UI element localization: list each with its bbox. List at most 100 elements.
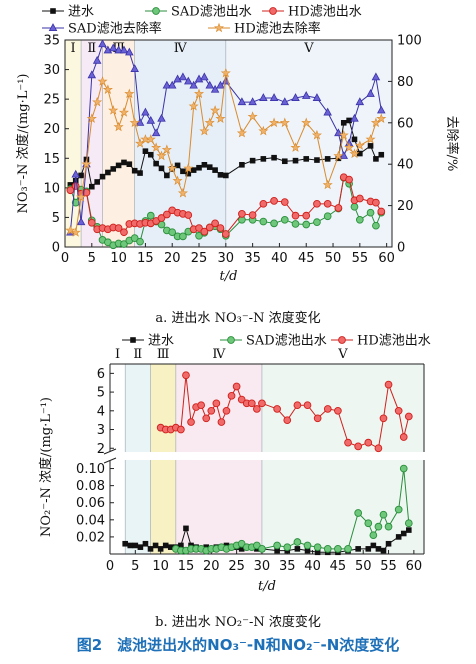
y-axis-label: NO₂⁻-N 浓度/(mg·L⁻¹) — [38, 397, 54, 537]
data-point — [147, 546, 154, 552]
data-point — [271, 154, 277, 161]
data-point — [258, 545, 266, 553]
legend-marker — [213, 22, 225, 33]
data-point — [120, 240, 128, 248]
legend-label: SAD滤池出水 — [246, 334, 327, 349]
data-point — [216, 224, 225, 232]
data-point — [290, 142, 301, 152]
x-tick-label: 0 — [106, 559, 114, 574]
data-point — [124, 88, 135, 99]
data-point — [376, 113, 387, 123]
data-point — [259, 93, 268, 101]
data-point — [137, 544, 144, 550]
data-point — [323, 199, 332, 208]
x-tick-label: 60 — [378, 251, 395, 266]
data-point — [345, 175, 353, 184]
data-point — [232, 382, 241, 391]
data-point — [196, 164, 202, 171]
data-point — [279, 117, 290, 128]
legend-label: SAD滤池出水 — [171, 5, 252, 20]
y-tick-label: 5 — [97, 386, 105, 401]
data-point — [97, 76, 108, 86]
data-point — [247, 399, 256, 408]
data-point — [259, 217, 268, 226]
data-point — [174, 162, 181, 169]
data-point — [217, 418, 226, 426]
data-point — [364, 438, 373, 447]
data-point — [375, 546, 382, 552]
data-point — [355, 194, 364, 203]
data-point — [145, 134, 156, 144]
data-point — [87, 218, 96, 227]
data-point — [365, 134, 376, 144]
data-point — [270, 219, 278, 228]
x-tick-label: 50 — [355, 559, 372, 574]
legend: 进水 SAD滤池出水 HD滤池出水 SAD滤池去除率 HD滤池去除率 — [42, 5, 362, 37]
x-tick-label: 10 — [110, 251, 127, 266]
data-point — [215, 113, 226, 123]
data-point — [273, 405, 281, 413]
y2-axis-label: 去除率/% — [444, 116, 460, 172]
data-point — [372, 198, 380, 207]
axis-break-gap — [110, 452, 424, 460]
data-point — [314, 157, 320, 163]
data-point — [373, 156, 379, 162]
legend-marker — [338, 336, 346, 344]
x-tick-label: 55 — [380, 559, 397, 574]
data-point — [130, 64, 139, 72]
data-point — [301, 91, 311, 99]
legend-item: 进水 — [122, 334, 174, 349]
data-point — [324, 156, 331, 162]
data-point — [210, 84, 220, 93]
y-tick-label: 25 — [43, 93, 60, 108]
data-point — [259, 199, 268, 208]
series — [66, 173, 386, 238]
data-point — [67, 182, 74, 188]
data-point — [238, 210, 246, 218]
y-tick-label: 0.04 — [76, 513, 105, 528]
phase-label: Ⅲ — [157, 347, 170, 362]
data-point — [374, 444, 383, 453]
data-point — [378, 151, 385, 158]
data-point — [323, 107, 332, 116]
data-point — [200, 72, 209, 81]
legend-marker — [48, 23, 58, 31]
data-point — [283, 416, 292, 425]
data-point — [323, 212, 332, 221]
data-point — [334, 204, 343, 212]
x-axis-label: t/d — [220, 269, 238, 284]
data-point — [249, 157, 256, 164]
data-point — [333, 150, 344, 161]
data-point — [185, 170, 192, 177]
data-point — [379, 414, 388, 423]
data-point — [351, 136, 358, 143]
data-point — [354, 140, 365, 150]
y-tick-label: 0.10 — [76, 462, 105, 477]
data-point — [119, 45, 129, 54]
data-point — [157, 546, 164, 552]
data-point — [151, 142, 162, 152]
data-point — [303, 541, 312, 550]
data-point — [334, 545, 342, 553]
x-tick-label: 20 — [203, 559, 220, 574]
data-point — [253, 405, 261, 413]
data-point — [197, 401, 206, 410]
data-point — [291, 211, 300, 220]
data-point — [202, 414, 211, 423]
y-tick-label: 5 — [52, 211, 60, 226]
data-point — [399, 433, 408, 441]
data-point — [81, 158, 92, 169]
phase-label: Ⅱ — [133, 347, 142, 362]
data-point — [323, 545, 332, 553]
data-point — [380, 547, 387, 554]
x-tick-label: 10 — [152, 559, 169, 574]
data-point — [258, 125, 269, 136]
data-point — [129, 117, 140, 128]
data-point — [190, 167, 197, 173]
data-point — [371, 72, 381, 81]
series — [171, 464, 413, 555]
data-point — [183, 525, 189, 532]
x-tick-label: 45 — [330, 559, 347, 574]
x-tick-label: 30 — [218, 251, 235, 266]
data-point — [217, 172, 224, 178]
